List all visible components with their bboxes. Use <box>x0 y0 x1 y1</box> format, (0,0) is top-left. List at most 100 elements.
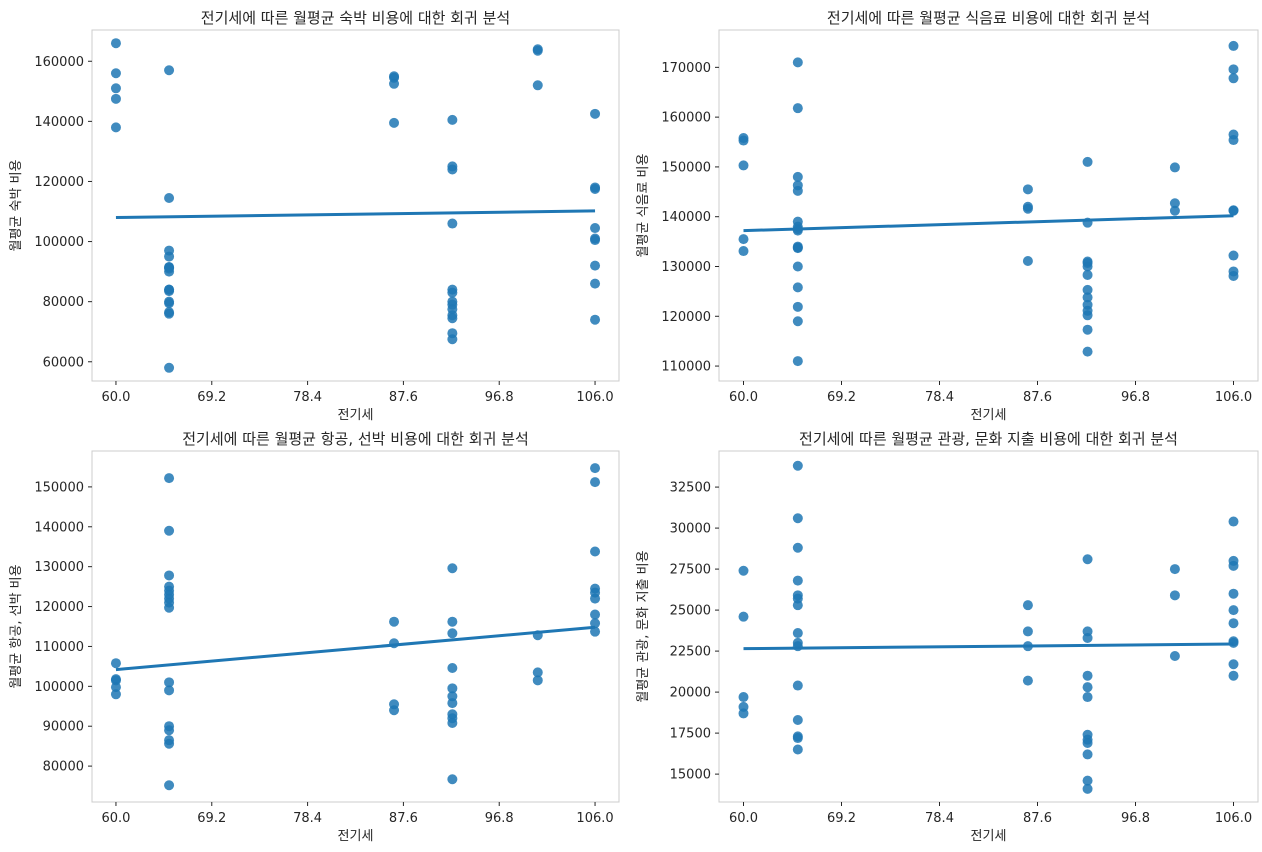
x-axis-label: 전기세 <box>338 408 374 423</box>
chart-title: 전기세에 따른 월평균 식음료 비용에 대한 회귀 분석 <box>827 9 1150 27</box>
y-tick-label: 170000 <box>661 61 711 76</box>
data-point <box>389 616 400 627</box>
data-point <box>110 38 121 49</box>
regression-line <box>743 214 1234 233</box>
data-point <box>1082 632 1093 643</box>
x-tick-label: 106.0 <box>576 390 613 405</box>
x-tick-label: 87.6 <box>389 811 418 826</box>
data-point <box>1228 205 1239 216</box>
x-tick-label: 78.4 <box>293 390 322 405</box>
data-point <box>792 261 803 272</box>
y-axis-label: 월평균 식음료 비용 <box>636 153 651 257</box>
data-point <box>1082 783 1093 794</box>
data-point <box>590 609 601 620</box>
data-point <box>447 718 458 729</box>
y-tick-label: 130000 <box>661 260 711 275</box>
data-point <box>110 682 121 693</box>
data-point <box>1228 659 1239 670</box>
y-tick-label: 100000 <box>34 680 84 695</box>
data-point <box>1228 270 1239 281</box>
x-tick-label: 60.0 <box>101 390 130 405</box>
data-point <box>1082 775 1093 786</box>
data-point <box>1169 198 1180 209</box>
x-tick-label: 69.2 <box>827 811 856 826</box>
y-tick-label: 120000 <box>34 175 84 190</box>
data-point <box>738 160 749 171</box>
data-point <box>164 602 175 613</box>
y-tick-label: 100000 <box>34 235 84 250</box>
plot-area <box>718 450 1259 803</box>
subplot-1: 전기세에 따른 월평균 숙박 비용에 대한 회귀 분석 60.0 69.2 78.4 8… <box>9 9 620 423</box>
data-point <box>532 45 543 56</box>
regression-line <box>115 625 596 672</box>
data-point <box>590 278 601 289</box>
data-point <box>792 744 803 755</box>
x-tick-label: 87.6 <box>1023 390 1052 405</box>
data-point <box>792 641 803 652</box>
data-point <box>590 314 601 325</box>
x-axis-label: 전기세 <box>971 408 1007 423</box>
x-tick-label: 60.0 <box>101 811 130 826</box>
data-point <box>447 683 458 694</box>
chart-title: 전기세에 따른 월평균 숙박 비용에 대한 회귀 분석 <box>201 9 510 27</box>
data-point <box>447 287 458 298</box>
data-point <box>1082 310 1093 321</box>
data-point <box>1082 258 1093 269</box>
data-point <box>590 626 601 637</box>
y-tick-label: 150000 <box>661 160 711 175</box>
regression-line <box>115 209 596 220</box>
data-point <box>447 164 458 175</box>
data-point <box>389 117 400 128</box>
data-point <box>1082 554 1093 565</box>
x-tick-label: 106.0 <box>576 811 613 826</box>
data-point <box>590 463 601 474</box>
data-point <box>110 83 121 94</box>
data-point <box>1082 670 1093 681</box>
data-point <box>110 122 121 133</box>
data-point <box>1082 292 1093 303</box>
y-tick-label: 90000 <box>43 720 84 735</box>
data-point <box>590 235 601 246</box>
data-point <box>792 600 803 611</box>
data-point <box>1228 588 1239 599</box>
data-point <box>1228 670 1239 681</box>
y-tick-label: 80000 <box>43 760 84 775</box>
data-point <box>1228 618 1239 629</box>
data-point <box>590 546 601 557</box>
data-point <box>590 477 601 488</box>
data-point <box>164 192 175 203</box>
data-point <box>590 593 601 604</box>
data-point <box>110 68 121 79</box>
data-point <box>164 685 175 696</box>
x-tick-label: 69.2 <box>197 811 226 826</box>
y-axis-label: 월평균 숙박 비용 <box>9 159 24 251</box>
plot-area <box>91 450 620 803</box>
data-point <box>1169 205 1180 216</box>
data-point <box>738 135 749 146</box>
data-point <box>1228 135 1239 146</box>
data-point <box>447 313 458 324</box>
data-point <box>532 667 543 678</box>
x-tick-label: 96.8 <box>1121 811 1150 826</box>
data-point <box>164 677 175 688</box>
data-point <box>590 260 601 271</box>
y-axis-label: 월평균 항공, 선박 비용 <box>9 564 24 688</box>
subplot-2: 전기세에 따른 월평균 식음료 비용에 대한 회귀 분석 60.0 69.2 78.4… <box>636 9 1259 423</box>
chart-title: 전기세에 따른 월평균 관광, 문화 지출 비용에 대한 회귀 분석 <box>799 430 1178 448</box>
data-point <box>1228 250 1239 261</box>
data-point <box>1082 346 1093 357</box>
x-tick-label: 96.8 <box>485 390 514 405</box>
y-tick-label: 140000 <box>34 115 84 130</box>
data-point <box>447 218 458 229</box>
y-axis-label: 월평균 관광, 문화 지출 비용 <box>636 550 651 702</box>
data-point <box>164 525 175 536</box>
data-point <box>792 282 803 293</box>
y-tick-label: 130000 <box>34 560 84 575</box>
data-point <box>447 628 458 639</box>
data-point <box>738 246 749 257</box>
data-point <box>1228 64 1239 75</box>
data-point <box>738 611 749 622</box>
x-tick-label: 78.4 <box>925 811 954 826</box>
data-point <box>1082 692 1093 703</box>
data-point <box>532 80 543 91</box>
